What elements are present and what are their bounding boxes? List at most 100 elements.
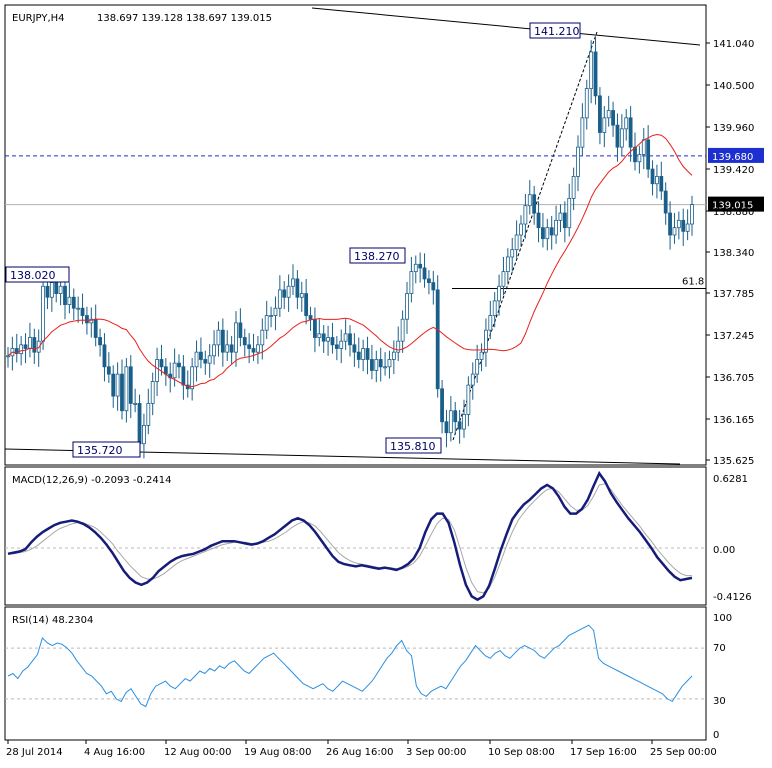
price-annotation-label: 138.020: [10, 269, 56, 282]
price-panel-frame: [4, 4, 707, 466]
candle-body: [545, 227, 550, 240]
rsi-axis-label: 70: [713, 643, 726, 654]
candle-body: [133, 403, 138, 405]
candle-body: [409, 271, 414, 294]
time-axis-label: 28 Jul 2014: [6, 747, 63, 758]
candle-body: [668, 212, 672, 236]
candle-body: [453, 410, 458, 423]
candle-body: [264, 315, 269, 331]
macd-line: [7, 470, 693, 602]
candle-body: [685, 223, 690, 232]
current-price-label: 139.015: [712, 201, 753, 212]
price-plot: 61.8 141.210 138.270 138.020 135.810 135.720: [4, 7, 706, 465]
candle-body: [624, 117, 629, 130]
candle-body: [98, 337, 102, 346]
candle-body: [234, 322, 238, 353]
price-annotation-label: 138.270: [354, 250, 400, 263]
candle-body: [628, 117, 633, 148]
candle-body: [541, 227, 545, 240]
candle-body: [567, 197, 572, 229]
candle-body: [313, 318, 317, 338]
candle-body: [286, 285, 291, 298]
candle-body: [282, 289, 287, 298]
candle-body: [326, 337, 330, 342]
candle-body: [220, 329, 225, 353]
candle-body: [655, 176, 659, 185]
candle-body: [146, 403, 151, 426]
candle-body: [36, 340, 41, 353]
candle-body: [663, 190, 668, 214]
candle-body: [212, 344, 216, 357]
candle-body: [365, 348, 370, 360]
resistance-trendline: [311, 7, 701, 46]
candle-body: [396, 340, 401, 353]
rsi-panel-frame: [4, 606, 707, 741]
fibonacci-level-label: 61.8: [682, 276, 704, 287]
candle-body: [273, 307, 278, 316]
time-axis-label: 3 Sep 00:00: [406, 747, 466, 758]
candle-body: [462, 414, 466, 430]
candle-body: [387, 359, 392, 368]
candle-body: [63, 285, 67, 305]
candle-body: [615, 124, 620, 148]
price-annotation-label: 141.210: [534, 25, 580, 38]
macd-panel-frame: [4, 466, 707, 606]
candle-body: [370, 359, 374, 371]
macd-plot: [5, 470, 706, 602]
price-axis-label: 135.625: [713, 456, 754, 467]
time-axis-label: 19 Aug 08:00: [244, 747, 311, 758]
candle-body: [519, 223, 523, 236]
candle-body: [150, 381, 155, 404]
candle-body: [238, 322, 243, 338]
candle-body: [475, 359, 480, 375]
candle-body: [619, 128, 624, 148]
candle-body: [488, 315, 493, 331]
candle-body: [85, 315, 89, 324]
rsi-axis-label: 100: [713, 613, 732, 624]
candle-body: [602, 117, 607, 133]
macd-title: MACD(12,26,9) -0.2093 -0.2414: [12, 475, 172, 486]
rsi-plot: [5, 624, 706, 708]
candle-body: [641, 139, 646, 155]
candle-body: [67, 296, 72, 305]
candle-body: [637, 154, 642, 163]
candle-body: [339, 340, 344, 349]
price-annotation-box: [5, 266, 70, 283]
time-axis-label: 4 Aug 16:00: [84, 747, 145, 758]
candle-body: [558, 212, 563, 221]
candle-body: [321, 333, 326, 342]
price-annotation-box: [385, 437, 442, 454]
rsi-axis-label: 0: [713, 730, 719, 741]
candle-body: [343, 333, 348, 342]
candle-body: [611, 110, 615, 126]
candle-body: [54, 282, 59, 294]
price-axis-label: 136.165: [713, 415, 754, 426]
candle-body: [207, 355, 212, 364]
macd-axis-label: -0.4126: [713, 592, 752, 603]
resistance-price-tag: [708, 147, 764, 163]
candle-body: [159, 359, 164, 368]
candle-body: [76, 307, 81, 310]
candle-body: [549, 227, 554, 236]
candle-body: [247, 344, 252, 349]
moving-average-line: [7, 133, 693, 388]
candle-body: [514, 234, 519, 251]
current-price-tag: [708, 196, 764, 212]
candle-body: [111, 373, 116, 397]
candle-body: [676, 219, 681, 229]
time-axis-label: 26 Aug 16:00: [326, 747, 393, 758]
candle-body: [295, 278, 300, 298]
candle-body: [120, 373, 124, 412]
candle-body: [142, 424, 146, 445]
price-axis-label: 138.880: [713, 207, 754, 218]
price-axis-label: 136.705: [713, 373, 754, 384]
candle-body: [242, 337, 247, 346]
axis-labels: 139.680 139.015 141.040 140.500 139.960 139.4…: [6, 39, 764, 758]
candle-body: [115, 373, 120, 397]
candle-body: [106, 366, 111, 375]
candle-body: [58, 285, 63, 294]
candle-body: [571, 176, 576, 199]
price-axis-label: 137.245: [713, 331, 754, 342]
candle-body: [177, 362, 181, 368]
